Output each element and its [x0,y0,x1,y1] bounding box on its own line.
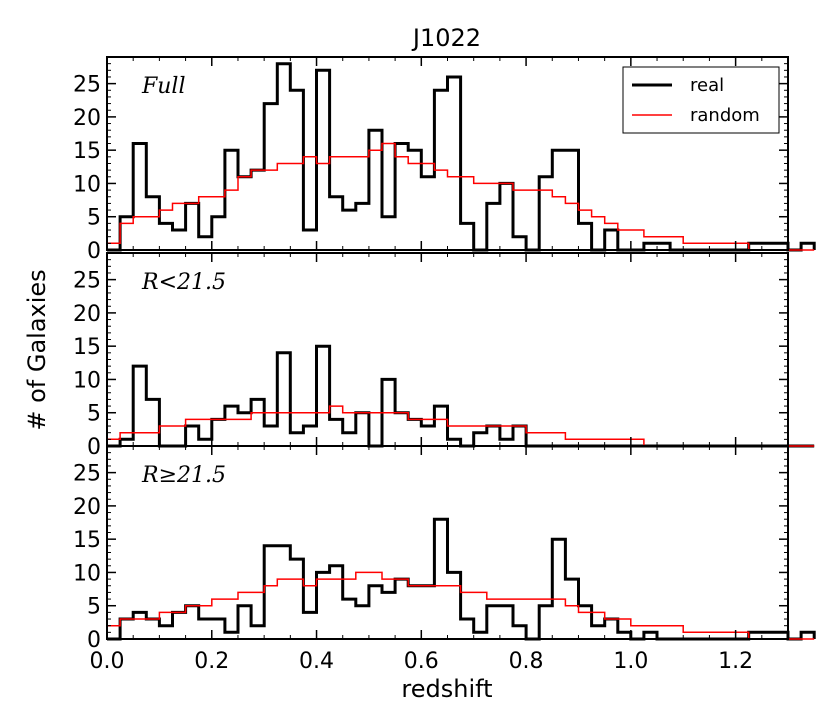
x-tick-label: 0.2 [194,649,229,674]
chart-title: J1022 [411,24,481,52]
y-tick-label: 20 [73,495,101,520]
x-tick-label: 1.2 [718,649,753,674]
y-tick-label: 0 [87,435,101,460]
y-tick-label: 10 [73,172,101,197]
x-tick-label: 0.0 [90,649,125,674]
x-tick-label: 1.0 [613,649,648,674]
y-tick-label: 20 [73,302,101,327]
y-tick-label: 5 [87,206,101,231]
y-axis-title: # of Galaxies [23,269,51,430]
x-tick-label: 0.8 [509,649,544,674]
y-tick-label: 15 [73,528,101,553]
panel-label-1: Full [141,74,186,99]
y-tick-label: 5 [87,402,101,427]
x-tick-label: 0.6 [404,649,439,674]
series-random-panel-3 [106,571,815,640]
y-tick-label: 5 [87,595,101,620]
legend-box [622,66,780,134]
series-real-panel-1 [107,62,816,252]
y-tick-label: 15 [73,335,101,360]
y-tick-label: 10 [73,561,101,586]
panel-1: 0 5 10 15 20 25 Full [73,56,816,264]
panel-3: 0 5 10 15 20 25 R≥21.5 [73,445,816,653]
series-real-panel-3 [107,517,816,641]
y-tick-label: 0 [87,628,101,653]
y-tick-label: 25 [73,462,101,487]
series-random-panel-1 [106,142,815,251]
y-tick-label: 10 [73,368,101,393]
legend-label-real: real [690,75,724,96]
series-real-panel-2 [107,344,815,448]
y-tick-label: 0 [87,239,101,264]
y-tick-label: 20 [73,106,101,131]
y-tick-label: 15 [73,139,101,164]
x-tick-label: 0.4 [299,649,334,674]
legend-label-random: random [690,105,760,126]
panel-label-3: R≥21.5 [141,463,226,488]
panel-2: 0 5 10 15 20 25 R<21.5 [73,252,815,460]
y-tick-label: 25 [73,269,101,294]
y-tick-label: 25 [73,73,101,98]
panel-label-2: R<21.5 [141,270,226,295]
legend: real random [622,66,780,134]
x-axis-title: redshift [401,675,492,703]
panels-group: 0 5 10 15 20 25 Full 0 5 10 15 20 25 R<21.5 0 5 10 15 20 25… [73,56,816,674]
